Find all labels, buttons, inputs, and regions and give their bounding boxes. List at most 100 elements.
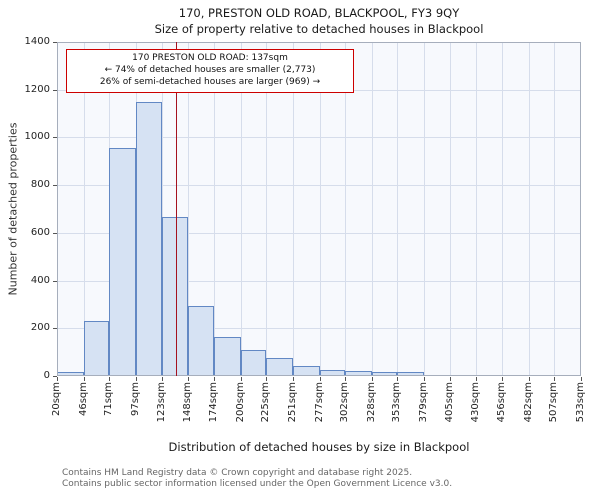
histogram-bar	[371, 372, 398, 376]
y-tick-mark	[53, 185, 57, 187]
histogram-bar	[240, 349, 267, 376]
gridline	[162, 42, 164, 376]
gridline	[57, 137, 581, 139]
gridline	[57, 232, 581, 234]
x-tick-mark	[135, 377, 137, 381]
histogram-bar	[214, 336, 241, 376]
x-tick-mark	[475, 377, 477, 381]
histogram-bar	[319, 370, 346, 376]
gridline	[266, 42, 268, 376]
gridline	[423, 42, 425, 376]
gridline	[554, 42, 556, 376]
histogram-bar	[57, 372, 84, 376]
x-tick-label: 20sqm	[51, 382, 62, 417]
x-tick-mark	[528, 377, 530, 381]
gridline	[319, 42, 321, 376]
x-tick-mark	[502, 377, 504, 381]
x-tick-label: 533sqm	[575, 382, 586, 423]
x-tick-label: 456sqm	[496, 382, 508, 423]
gridline	[450, 42, 452, 376]
x-tick-label: 46sqm	[77, 382, 89, 417]
x-tick-label: 482sqm	[522, 382, 534, 423]
x-tick-mark	[266, 377, 268, 381]
y-tick-mark	[53, 376, 57, 377]
gridline	[187, 42, 189, 376]
attribution-line-1: Contains HM Land Registry data © Crown c…	[62, 468, 413, 478]
annotation-box: 170 PRESTON OLD ROAD: 137sqm ← 74% of de…	[66, 49, 354, 93]
gridline	[528, 42, 530, 376]
x-tick-label: 97sqm	[129, 382, 141, 417]
y-tick-label: 1200	[24, 83, 50, 95]
histogram-bar	[502, 374, 529, 376]
x-axis-label: Distribution of detached houses by size …	[168, 440, 470, 454]
x-tick-mark	[214, 377, 216, 381]
y-tick-mark	[53, 232, 57, 234]
x-tick-label: 174sqm	[208, 382, 220, 423]
x-tick-mark	[371, 377, 373, 381]
histogram-bar	[135, 101, 163, 376]
x-tick-mark	[423, 377, 425, 381]
subject-property-marker-line	[175, 42, 178, 376]
attribution-line-2: Contains public sector information licen…	[62, 479, 453, 490]
x-tick-mark	[554, 377, 556, 381]
gridline	[240, 42, 242, 376]
gridline	[502, 42, 504, 376]
y-tick-label: 200	[30, 322, 50, 334]
x-tick-mark	[345, 377, 347, 381]
y-tick-mark	[53, 280, 57, 282]
histogram-bar	[83, 321, 110, 376]
x-tick-label: 123sqm	[156, 382, 168, 423]
x-tick-label: 353sqm	[391, 382, 403, 423]
y-tick-mark	[53, 137, 57, 139]
chart-title: 170, PRESTON OLD ROAD, BLACKPOOL, FY3 9Q…	[178, 6, 460, 20]
x-tick-mark	[292, 377, 294, 381]
gridline	[371, 42, 373, 376]
x-tick-mark	[109, 377, 111, 381]
y-axis-label: Number of detached properties	[6, 122, 20, 296]
x-tick-label: 430sqm	[469, 382, 481, 423]
x-tick-label: 328sqm	[365, 382, 377, 423]
chart-subtitle: Size of property relative to detached ho…	[154, 22, 484, 36]
gridline	[292, 42, 294, 376]
x-tick-label: 251sqm	[286, 382, 298, 423]
annotation-line-3: 26% of semi-detached houses are larger (…	[99, 76, 321, 87]
x-tick-mark	[450, 377, 452, 381]
x-tick-mark	[83, 377, 85, 381]
x-tick-mark	[240, 377, 242, 381]
x-tick-label: 148sqm	[181, 382, 193, 423]
histogram-bar	[292, 366, 320, 376]
y-tick-mark	[53, 42, 57, 43]
gridline	[57, 185, 581, 187]
gridline	[57, 42, 58, 376]
x-tick-label: 302sqm	[339, 382, 351, 423]
y-tick-label: 400	[30, 274, 50, 286]
y-tick-mark	[53, 89, 57, 91]
histogram-bar	[397, 372, 424, 376]
x-tick-mark	[57, 377, 58, 381]
y-tick-label: 800	[30, 179, 50, 191]
y-tick-label: 600	[30, 226, 50, 238]
gridline	[475, 42, 477, 376]
histogram-bar	[109, 148, 136, 376]
x-tick-label: 405sqm	[444, 382, 456, 423]
gridline	[214, 42, 216, 376]
x-tick-mark	[397, 377, 399, 381]
y-tick-mark	[53, 328, 57, 330]
attribution: Contains HM Land Registry data © Crown c…	[62, 468, 452, 491]
histogram-bar	[266, 358, 293, 376]
gridline	[345, 42, 347, 376]
x-tick-mark	[581, 377, 582, 381]
x-tick-label: 225sqm	[260, 382, 272, 423]
x-tick-label: 200sqm	[234, 382, 246, 423]
x-tick-mark	[319, 377, 321, 381]
x-tick-mark	[187, 377, 189, 381]
gridline	[57, 280, 581, 282]
y-tick-label: 0	[43, 370, 50, 381]
gridline	[57, 328, 581, 330]
x-tick-label: 71sqm	[103, 382, 115, 417]
x-tick-mark	[162, 377, 164, 381]
x-tick-label: 379sqm	[417, 382, 429, 423]
gridline	[83, 42, 85, 376]
annotation-line-1: 170 PRESTON OLD ROAD: 137sqm	[132, 53, 288, 63]
